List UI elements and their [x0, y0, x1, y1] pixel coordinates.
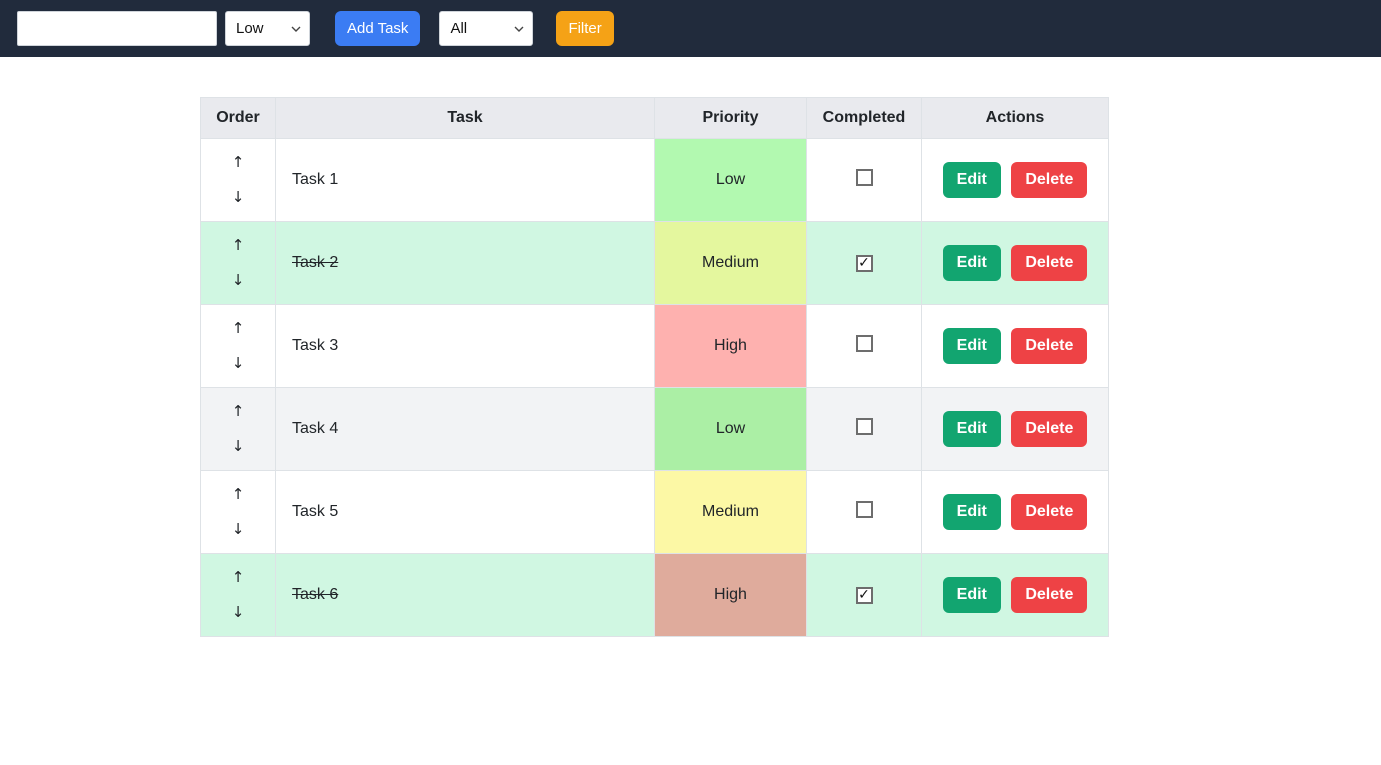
table-row: ↑ ↓ Task 3 High Edit Delete	[200, 304, 1109, 388]
completed-checkbox[interactable]: ✓	[855, 254, 873, 272]
task-cell: Task 4	[275, 387, 655, 471]
delete-button[interactable]: Delete	[1011, 577, 1088, 613]
task-title: Task 5	[292, 503, 339, 520]
move-down-button[interactable]: ↓	[228, 520, 249, 539]
delete-button[interactable]: Delete	[1011, 494, 1088, 530]
order-cell: ↑ ↓	[200, 138, 276, 222]
order-cell: ↑ ↓	[200, 470, 276, 554]
task-title: Task 3	[292, 337, 339, 354]
completed-cell	[806, 138, 922, 222]
filter-select-wrap: All	[439, 11, 534, 46]
priority-select[interactable]: Low	[225, 11, 310, 46]
edit-button[interactable]: Edit	[942, 162, 1001, 198]
delete-button[interactable]: Delete	[1011, 411, 1088, 447]
priority-cell: High	[654, 553, 807, 637]
move-up-button[interactable]: ↑	[228, 485, 249, 504]
edit-button[interactable]: Edit	[942, 411, 1001, 447]
task-cell: Task 1	[275, 138, 655, 222]
header-actions: Actions	[921, 97, 1109, 139]
table-header-row: Order Task Priority Completed Actions	[200, 97, 1109, 139]
completed-checkbox[interactable]	[855, 501, 873, 518]
actions-cell: Edit Delete	[921, 138, 1109, 222]
priority-cell: High	[654, 304, 807, 388]
task-cell: Task 6	[275, 553, 655, 637]
priority-cell: Medium	[654, 221, 807, 305]
task-cell: Task 3	[275, 304, 655, 388]
actions-cell: Edit Delete	[921, 387, 1109, 471]
move-up-button[interactable]: ↑	[228, 319, 249, 338]
header-completed: Completed	[806, 97, 922, 139]
move-up-button[interactable]: ↑	[228, 402, 249, 421]
actions-cell: Edit Delete	[921, 553, 1109, 637]
delete-button[interactable]: Delete	[1011, 162, 1088, 198]
actions-cell: Edit Delete	[921, 221, 1109, 305]
actions-cell: Edit Delete	[921, 470, 1109, 554]
task-title: Task 1	[292, 171, 339, 188]
priority-select-wrap: Low	[225, 11, 310, 46]
move-down-button[interactable]: ↓	[228, 188, 249, 207]
header-order: Order	[200, 97, 276, 139]
navbar: Low Add Task All Filter	[0, 0, 1381, 57]
completed-cell: ✓	[806, 553, 922, 637]
task-title: Task 6	[292, 586, 339, 603]
add-task-button[interactable]: Add Task	[335, 11, 421, 46]
delete-button[interactable]: Delete	[1011, 245, 1088, 281]
edit-button[interactable]: Edit	[942, 494, 1001, 530]
header-task: Task	[275, 97, 655, 139]
completed-cell	[806, 470, 922, 554]
completed-checkbox[interactable]: ✓	[855, 586, 873, 604]
completed-checkbox[interactable]	[855, 335, 873, 352]
completed-cell	[806, 304, 922, 388]
task-title: Task 2	[292, 254, 339, 271]
order-cell: ↑ ↓	[200, 221, 276, 305]
table-row: ↑ ↓ Task 2 Medium ✓ Edit Delete	[200, 221, 1109, 305]
priority-cell: Low	[654, 138, 807, 222]
filter-select[interactable]: All	[439, 11, 534, 46]
delete-button[interactable]: Delete	[1011, 328, 1088, 364]
main-content: Order Task Priority Completed Actions ↑ …	[200, 97, 1381, 637]
table-row: ↑ ↓ Task 1 Low Edit Delete	[200, 138, 1109, 222]
order-cell: ↑ ↓	[200, 304, 276, 388]
order-cell: ↑ ↓	[200, 387, 276, 471]
filter-button[interactable]: Filter	[556, 11, 614, 46]
table-row: ↑ ↓ Task 4 Low Edit Delete	[200, 387, 1109, 471]
move-up-button[interactable]: ↑	[228, 236, 249, 255]
move-down-button[interactable]: ↓	[228, 271, 249, 290]
move-down-button[interactable]: ↓	[228, 603, 249, 622]
task-cell: Task 2	[275, 221, 655, 305]
table-row: ↑ ↓ Task 5 Medium Edit Delete	[200, 470, 1109, 554]
move-up-button[interactable]: ↑	[228, 153, 249, 172]
move-down-button[interactable]: ↓	[228, 437, 249, 456]
move-down-button[interactable]: ↓	[228, 354, 249, 373]
tasks-table: Order Task Priority Completed Actions ↑ …	[200, 97, 1109, 637]
completed-checkbox[interactable]	[855, 418, 873, 435]
completed-cell	[806, 387, 922, 471]
task-title: Task 4	[292, 420, 339, 437]
edit-button[interactable]: Edit	[942, 577, 1001, 613]
completed-checkbox[interactable]	[855, 169, 873, 186]
new-task-input[interactable]	[17, 11, 217, 46]
move-up-button[interactable]: ↑	[228, 568, 249, 587]
actions-cell: Edit Delete	[921, 304, 1109, 388]
completed-cell: ✓	[806, 221, 922, 305]
order-cell: ↑ ↓	[200, 553, 276, 637]
priority-cell: Medium	[654, 470, 807, 554]
table-row: ↑ ↓ Task 6 High ✓ Edit Delete	[200, 553, 1109, 637]
header-priority: Priority	[654, 97, 807, 139]
edit-button[interactable]: Edit	[942, 245, 1001, 281]
edit-button[interactable]: Edit	[942, 328, 1001, 364]
task-cell: Task 5	[275, 470, 655, 554]
priority-cell: Low	[654, 387, 807, 471]
